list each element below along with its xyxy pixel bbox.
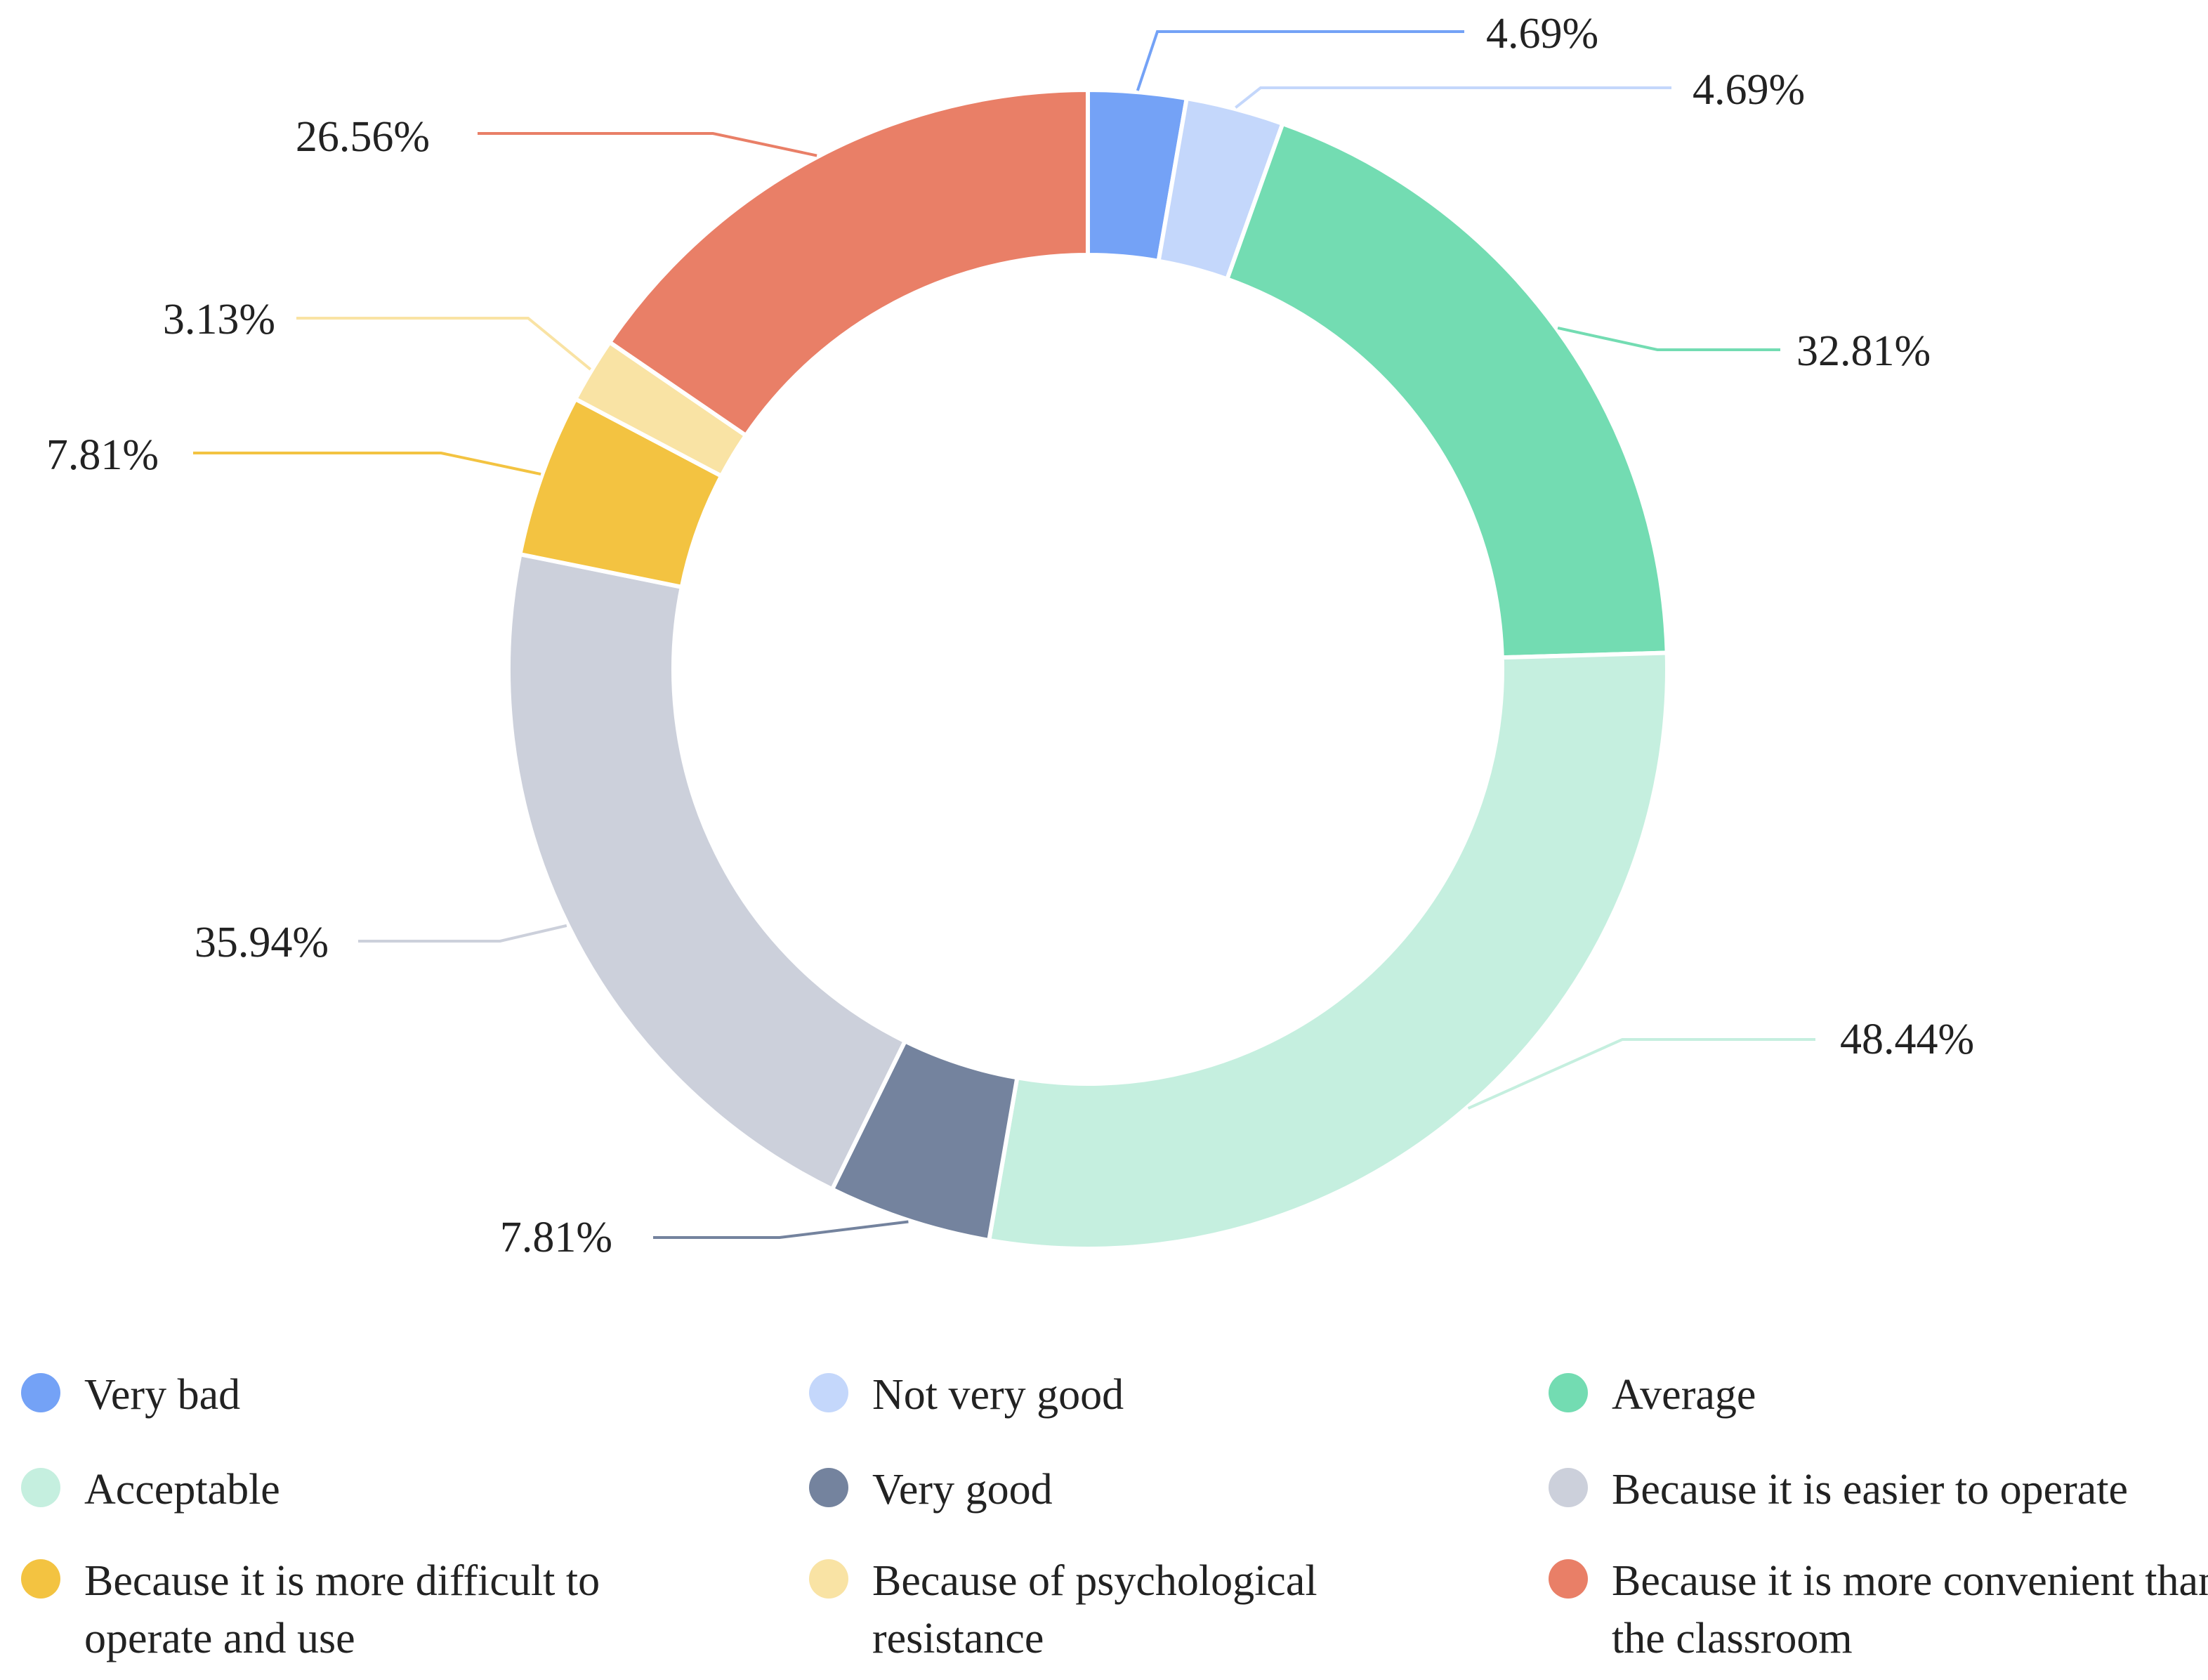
legend-item-8[interactable]: Because it is more convenient than the c… xyxy=(1549,1552,2208,1667)
legend-item-1[interactable]: Not very good xyxy=(809,1366,1490,1424)
legend-label: Average xyxy=(1612,1371,1756,1419)
legend-label: Not very good xyxy=(872,1371,1124,1419)
data-label-3: 48.44% xyxy=(1840,1016,1974,1063)
data-label-7: 3.13% xyxy=(163,296,275,343)
leader-line-3 xyxy=(1467,1038,1815,1110)
data-label-4: 7.81% xyxy=(500,1214,612,1261)
legend-item-4[interactable]: Very good xyxy=(809,1461,1490,1518)
leader-line-4 xyxy=(653,1220,909,1239)
legend-label: Acceptable xyxy=(84,1466,280,1514)
data-label-2: 32.81% xyxy=(1796,327,1931,375)
data-label-5: 35.94% xyxy=(195,919,329,966)
legend-swatch-icon xyxy=(1549,1559,1588,1599)
leader-line-2 xyxy=(1557,327,1780,351)
donut-slice-2[interactable] xyxy=(1224,121,1669,660)
data-label-0: 4.69% xyxy=(1486,10,1598,58)
legend-swatch-icon xyxy=(1549,1373,1588,1412)
legend-item-7[interactable]: Because of psychological resistance xyxy=(809,1552,1490,1667)
legend-swatch-icon xyxy=(21,1373,60,1412)
data-label-8: 26.56% xyxy=(296,113,430,161)
legend-label: Because of psychological resistance xyxy=(872,1557,1317,1662)
legend-swatch-icon xyxy=(21,1468,60,1507)
donut-slice-5[interactable] xyxy=(506,551,908,1193)
legend-swatch-icon xyxy=(809,1373,848,1412)
leader-line-7 xyxy=(296,317,592,371)
data-label-6: 7.81% xyxy=(46,431,159,479)
legend-item-5[interactable]: Because it is easier to operate xyxy=(1549,1461,2208,1518)
leader-line-0 xyxy=(1136,30,1464,91)
leader-line-1 xyxy=(1235,86,1671,109)
legend-item-3[interactable]: Acceptable xyxy=(21,1461,702,1518)
legend-item-2[interactable]: Average xyxy=(1549,1366,2208,1424)
legend-label: Very good xyxy=(872,1466,1053,1514)
legend-swatch-icon xyxy=(809,1559,848,1599)
legend-swatch-icon xyxy=(809,1468,848,1507)
legend-item-6[interactable]: Because it is more difficult to operate … xyxy=(21,1552,702,1667)
data-label-1: 4.69% xyxy=(1693,66,1805,114)
donut-slice-8[interactable] xyxy=(606,87,1090,439)
legend-swatch-icon xyxy=(1549,1468,1588,1507)
legend-swatch-icon xyxy=(21,1559,60,1599)
leader-line-5 xyxy=(358,924,567,943)
donut-slice-3[interactable] xyxy=(986,650,1669,1251)
legend-label: Because it is easier to operate xyxy=(1612,1466,2129,1514)
legend-label: Because it is more convenient than the c… xyxy=(1612,1557,2208,1662)
legend-item-0[interactable]: Very bad xyxy=(21,1366,702,1424)
legend-label: Because it is more difficult to operate … xyxy=(84,1557,600,1662)
leader-line-6 xyxy=(193,452,541,476)
legend-label: Very bad xyxy=(84,1371,241,1419)
leader-line-8 xyxy=(478,132,817,157)
